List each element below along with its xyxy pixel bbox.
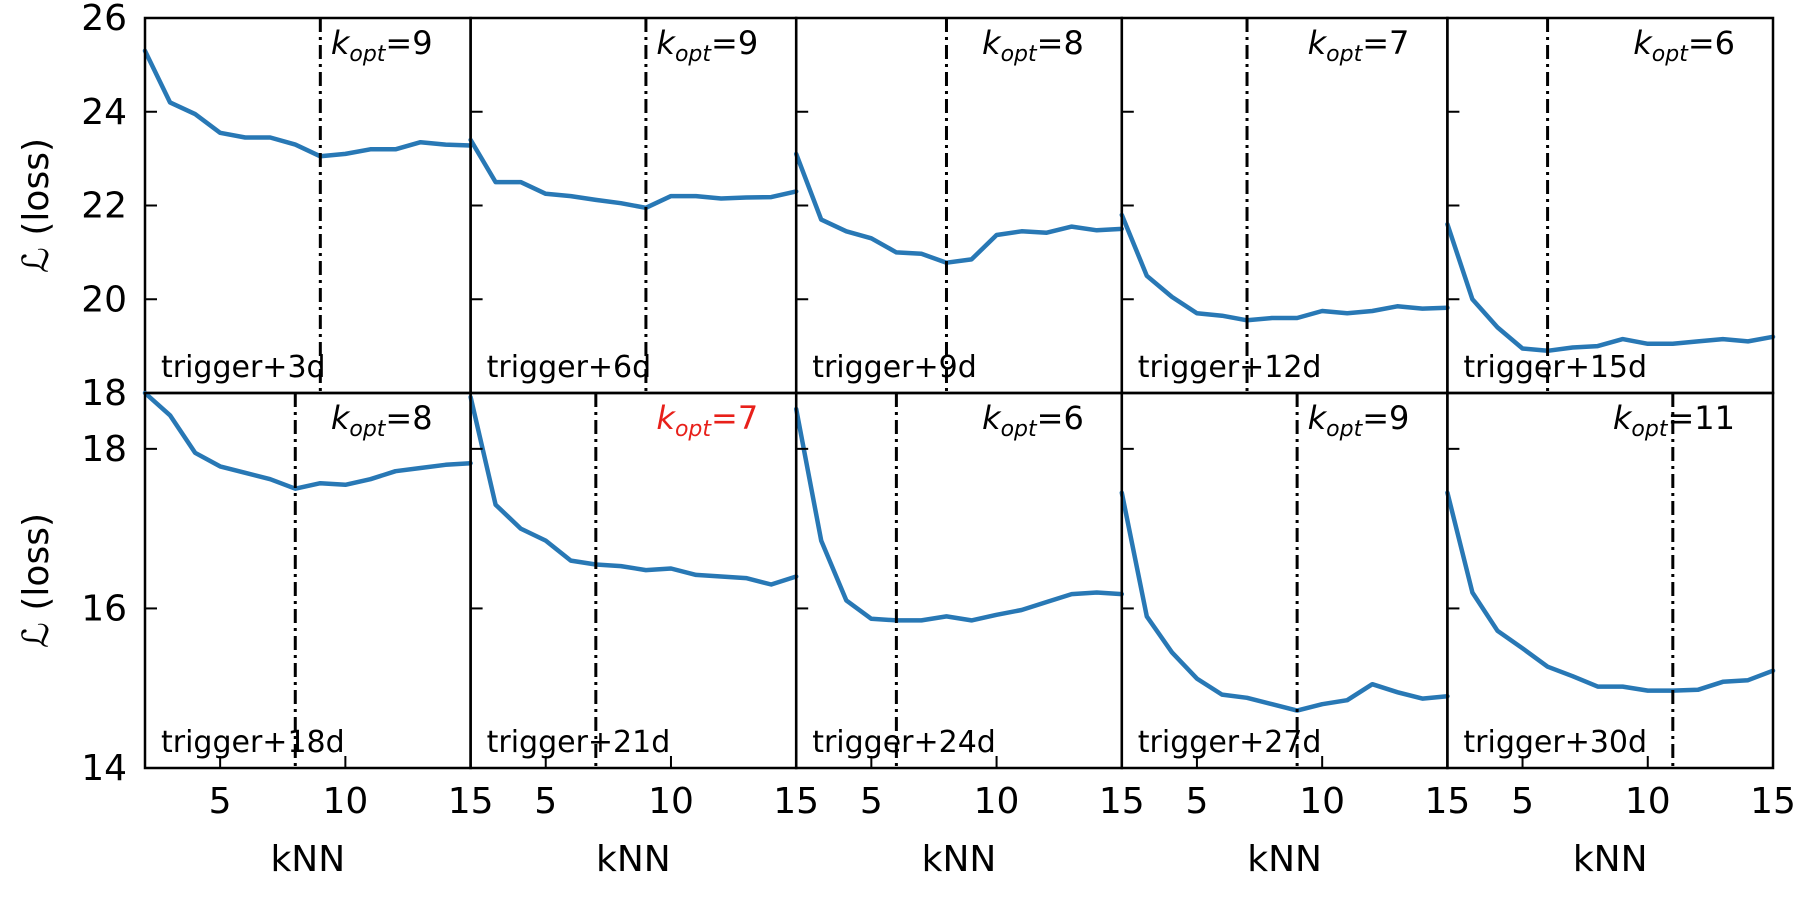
panel-trigger-label: trigger+3d	[161, 350, 326, 385]
panel-trigger-label: trigger+15d	[1463, 350, 1647, 385]
x-tick-label: 15	[773, 781, 819, 822]
kopt-label: kopt=8	[331, 399, 433, 442]
x-tick-label: 10	[1299, 781, 1345, 822]
kopt-label: kopt=6	[982, 399, 1084, 442]
loss-series-line	[468, 394, 799, 587]
x-tick-label: 15	[1099, 781, 1145, 822]
loss-series-line	[1445, 221, 1776, 354]
x-tick-label: 10	[1625, 781, 1671, 822]
panel-trigger-label: trigger+30d	[1463, 725, 1647, 760]
x-tick-label: 5	[1185, 781, 1208, 822]
panel-frame	[1446, 391, 1775, 770]
panel-frame	[794, 391, 1124, 770]
loss-series-line	[142, 390, 473, 491]
y-tick-label: 26	[81, 0, 127, 39]
x-axis-label: kNN	[1247, 839, 1322, 880]
x-tick-label: 10	[322, 781, 368, 822]
kopt-label: kopt=11	[1613, 399, 1735, 442]
kopt-label: kopt=7	[1308, 24, 1410, 67]
y-tick-label: 22	[81, 186, 127, 227]
loss-series-line	[1119, 490, 1450, 713]
y-tick-label: 16	[81, 588, 127, 629]
panel-trigger-label: trigger+9d	[812, 350, 977, 385]
panel-frame	[794, 16, 1124, 395]
x-axis-label: kNN	[1573, 839, 1648, 880]
x-axis-label: kNN	[270, 839, 345, 880]
panel-frame	[1120, 16, 1449, 395]
y-tick-label: 24	[81, 92, 127, 133]
panel-trigger-label: trigger+27d	[1138, 725, 1322, 760]
x-tick-label: 15	[1424, 781, 1470, 822]
loss-series-line	[468, 137, 799, 211]
panel-frame	[1120, 391, 1449, 770]
x-axis-label: kNN	[596, 839, 671, 880]
x-axis-label: kNN	[922, 839, 997, 880]
panel-trigger-label: trigger+12d	[1138, 350, 1322, 385]
y-axis-label: ℒ (loss)	[16, 513, 57, 648]
x-tick-label: 15	[1750, 781, 1796, 822]
x-tick-label: 10	[974, 781, 1020, 822]
y-axis-label: ℒ (loss)	[16, 138, 57, 273]
x-tick-label: 5	[860, 781, 883, 822]
loss-series-line	[142, 48, 473, 159]
x-tick-label: 15	[448, 781, 494, 822]
loss-series-line	[1119, 212, 1450, 323]
x-tick-label: 5	[1511, 781, 1534, 822]
panel-trigger-label: trigger+18d	[161, 725, 345, 760]
y-tick-label: 18	[81, 429, 127, 470]
loss-series-line	[793, 406, 1125, 623]
loss-series-line	[793, 151, 1125, 265]
panel-trigger-label: trigger+24d	[812, 725, 996, 760]
panel-trigger-label: trigger+6d	[487, 350, 652, 385]
panel-frame	[143, 16, 472, 395]
x-tick-label: 10	[648, 781, 694, 822]
y-tick-label: 20	[81, 279, 127, 320]
kopt-label: kopt=6	[1633, 24, 1735, 67]
kopt-label: kopt=9	[1308, 399, 1410, 442]
kopt-label: kopt=8	[982, 24, 1084, 67]
kopt-label: kopt=9	[656, 24, 758, 67]
y-tick-label: 14	[81, 748, 127, 789]
loss-series-line	[1445, 490, 1776, 693]
panel-trigger-label: trigger+21d	[487, 725, 671, 760]
kopt-label: kopt=7	[656, 399, 758, 442]
x-tick-label: 5	[209, 781, 232, 822]
y-tick-label: 18	[81, 373, 127, 414]
x-tick-label: 5	[534, 781, 557, 822]
kopt-label: kopt=9	[331, 24, 433, 67]
panel-frame	[1446, 16, 1775, 395]
